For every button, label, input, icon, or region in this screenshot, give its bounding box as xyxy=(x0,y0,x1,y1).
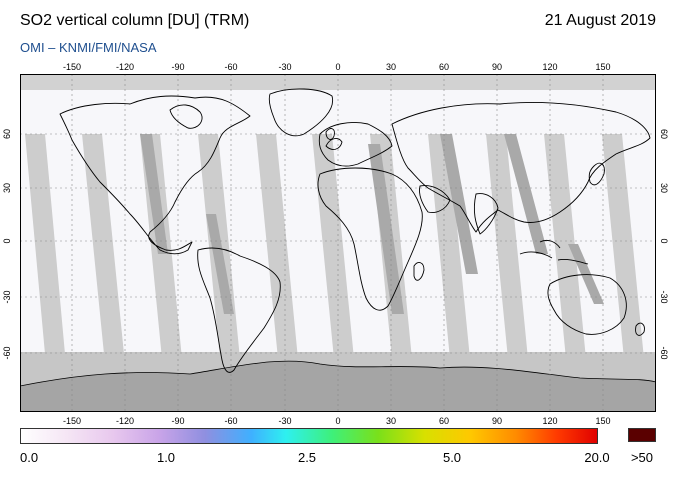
color-scale-label: 1.0 xyxy=(156,450,176,465)
arctic-region xyxy=(20,74,656,90)
lat-tick-right: 0 xyxy=(659,238,669,244)
lon-tick-bottom: -30 xyxy=(278,416,292,426)
lat-tick-right: 30 xyxy=(659,182,669,193)
color-scale-label: 20.0 xyxy=(584,450,610,465)
data-source-credit: OMI – KNMI/FMI/NASA xyxy=(20,40,157,55)
orbit-gaps-dark xyxy=(140,134,604,314)
color-scale-bar xyxy=(20,428,598,444)
lon-tick-top: -90 xyxy=(171,62,185,72)
lat-tick-left: 0 xyxy=(2,238,12,244)
lon-tick-bottom: 90 xyxy=(491,416,503,426)
lat-tick-left: -60 xyxy=(2,346,12,360)
lon-tick-bottom: -150 xyxy=(62,416,82,426)
lat-tick-left: 30 xyxy=(2,183,12,194)
lon-tick-bottom: 0 xyxy=(335,416,341,426)
color-scale-label: 5.0 xyxy=(442,450,462,465)
coastlines xyxy=(59,88,651,373)
lat-tick-left: 60 xyxy=(2,129,12,140)
color-scale-label: 2.5 xyxy=(297,450,317,465)
lon-tick-top: 120 xyxy=(542,62,558,72)
lon-tick-bottom: 150 xyxy=(595,416,611,426)
map-title: SO2 vertical column [DU] (TRM) xyxy=(20,12,250,29)
color-scale-label: 0.0 xyxy=(20,450,39,465)
lat-tick-right: -30 xyxy=(659,290,669,304)
lat-tick-right: 60 xyxy=(659,128,669,139)
map-frame xyxy=(20,74,656,412)
color-scale-label: >50 xyxy=(630,450,654,465)
lat-tick-right: -60 xyxy=(659,346,669,360)
lon-tick-top: 150 xyxy=(595,62,611,72)
lon-tick-bottom: -60 xyxy=(224,416,238,426)
lon-tick-top: 60 xyxy=(438,62,450,72)
lon-tick-bottom: -90 xyxy=(171,416,185,426)
map-date: 21 August 2019 xyxy=(544,12,656,29)
lon-tick-bottom: 30 xyxy=(385,416,397,426)
lat-tick-left: -30 xyxy=(2,290,12,304)
lon-tick-top: -120 xyxy=(115,62,135,72)
lon-tick-bottom: 120 xyxy=(542,416,558,426)
lon-tick-top: 30 xyxy=(385,62,397,72)
lon-tick-top: -60 xyxy=(224,62,238,72)
lon-tick-top: 90 xyxy=(491,62,503,72)
lon-tick-bottom: 60 xyxy=(438,416,450,426)
lon-tick-bottom: -120 xyxy=(115,416,135,426)
so2-map xyxy=(20,74,656,412)
lon-tick-top: -30 xyxy=(278,62,292,72)
color-scale-overflow-swatch xyxy=(628,428,656,442)
lon-tick-top: -150 xyxy=(62,62,82,72)
lon-tick-top: 0 xyxy=(335,62,341,72)
